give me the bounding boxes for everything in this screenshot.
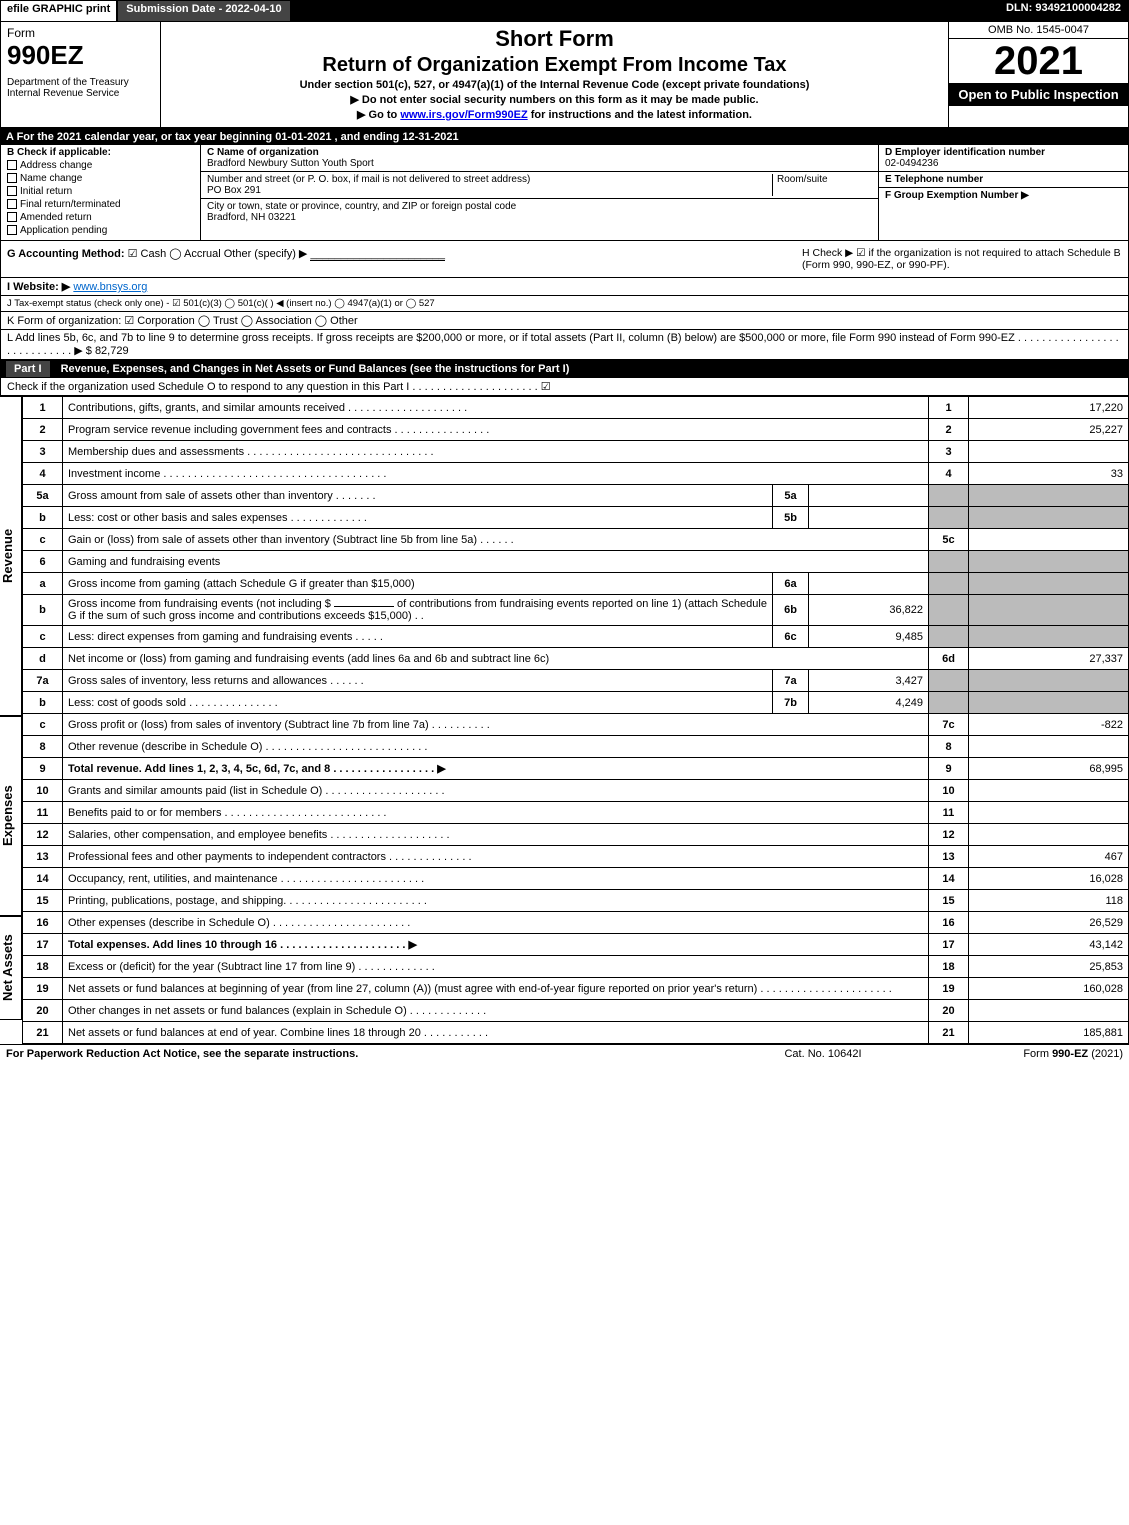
goto-pre: ▶ Go to (357, 109, 400, 121)
line-8: 8Other revenue (describe in Schedule O) … (23, 736, 1129, 758)
line-4: 4Investment income . . . . . . . . . . .… (23, 463, 1129, 485)
tax-year: 2021 (949, 39, 1128, 83)
section-k: K Form of organization: ☑ Corporation ◯ … (0, 312, 1129, 330)
line-5a: 5aGross amount from sale of assets other… (23, 485, 1129, 507)
irs-link[interactable]: www.irs.gov/Form990EZ (400, 109, 527, 121)
line-6: 6Gaming and fundraising events (23, 551, 1129, 573)
checkbox-name-change[interactable]: Name change (7, 173, 194, 184)
form-number: 990EZ (7, 40, 154, 71)
checkbox-final-return[interactable]: Final return/terminated (7, 199, 194, 210)
section-i: I Website: ▶ www.bnsys.org (0, 278, 1129, 296)
f-group-label: F Group Exemption Number ▶ (885, 190, 1029, 201)
g-label: G Accounting Method: (7, 248, 125, 260)
table-container: Revenue Expenses Net Assets 1Contributio… (0, 396, 1129, 1044)
line-6d: dNet income or (loss) from gaming and fu… (23, 648, 1129, 670)
line-21: 21Net assets or fund balances at end of … (23, 1022, 1129, 1044)
footer-right: Form 990-EZ (2021) (923, 1048, 1123, 1060)
org-name: Bradford Newbury Sutton Youth Sport (207, 158, 374, 169)
top-bar: efile GRAPHIC print Submission Date - 20… (0, 0, 1129, 22)
subtitle-ssn-warning: ▶ Do not enter social security numbers o… (167, 93, 942, 106)
checkbox-address-change[interactable]: Address change (7, 160, 194, 171)
checkbox-application-pending[interactable]: Application pending (7, 225, 194, 236)
line-6b: bGross income from fundraising events (n… (23, 595, 1129, 626)
line-5b: bLess: cost or other basis and sales exp… (23, 507, 1129, 529)
org-city: Bradford, NH 03221 (207, 212, 296, 223)
checkbox-amended-return[interactable]: Amended return (7, 212, 194, 223)
side-netassets: Net Assets (0, 916, 22, 1020)
line-6a: aGross income from gaming (attach Schedu… (23, 573, 1129, 595)
org-address: PO Box 291 (207, 185, 261, 196)
footer-left: For Paperwork Reduction Act Notice, see … (6, 1048, 723, 1060)
part1-header: Part I Revenue, Expenses, and Changes in… (0, 360, 1129, 378)
line-14: 14Occupancy, rent, utilities, and mainte… (23, 868, 1129, 890)
line-12: 12Salaries, other compensation, and empl… (23, 824, 1129, 846)
subtitle-goto: ▶ Go to www.irs.gov/Form990EZ for instru… (167, 108, 942, 121)
line-10: 10Grants and similar amounts paid (list … (23, 780, 1129, 802)
omb-number: OMB No. 1545-0047 (949, 22, 1128, 39)
side-expenses: Expenses (0, 716, 22, 916)
e-phone-label: E Telephone number (885, 174, 983, 185)
title-short-form: Short Form (167, 26, 942, 52)
part1-title: Revenue, Expenses, and Changes in Net As… (61, 363, 570, 375)
line-6c: cLess: direct expenses from gaming and f… (23, 626, 1129, 648)
side-revenue: Revenue (0, 396, 22, 716)
section-gh: G Accounting Method: ☑ Cash ◯ Accrual Ot… (0, 241, 1129, 278)
line-7c: cGross profit or (loss) from sales of in… (23, 714, 1129, 736)
room-suite-label: Room/suite (777, 174, 828, 185)
line-20: 20Other changes in net assets or fund ba… (23, 1000, 1129, 1022)
g-other-line[interactable]: ______________________ (310, 248, 445, 261)
b-label: B Check if applicable: (7, 147, 194, 158)
line-16: 16Other expenses (describe in Schedule O… (23, 912, 1129, 934)
lines-table: 1Contributions, gifts, grants, and simil… (22, 396, 1129, 1044)
line-9: 9Total revenue. Add lines 1, 2, 3, 4, 5c… (23, 758, 1129, 780)
d-ein-label: D Employer identification number (885, 147, 1045, 158)
i-label: I Website: ▶ (7, 281, 70, 293)
line-13: 13Professional fees and other payments t… (23, 846, 1129, 868)
line-15: 15Printing, publications, postage, and s… (23, 890, 1129, 912)
line-3: 3Membership dues and assessments . . . .… (23, 441, 1129, 463)
department-label: Department of the Treasury Internal Reve… (7, 77, 154, 99)
c-name-label: C Name of organization (207, 147, 319, 158)
section-l: L Add lines 5b, 6c, and 7b to line 9 to … (0, 330, 1129, 360)
line-1: 1Contributions, gifts, grants, and simil… (23, 397, 1129, 419)
title-return: Return of Organization Exempt From Incom… (167, 54, 942, 77)
goto-post: for instructions and the latest informat… (528, 109, 752, 121)
ein-value: 02-0494236 (885, 158, 938, 169)
form-word: Form (7, 26, 154, 40)
h-text: H Check ▶ ☑ if the organization is not r… (802, 247, 1121, 271)
g-options: ☑ Cash ◯ Accrual Other (specify) ▶ (128, 248, 308, 260)
section-a-taxyear: A For the 2021 calendar year, or tax yea… (0, 128, 1129, 145)
l-text: L Add lines 5b, 6c, and 7b to line 9 to … (7, 332, 1119, 357)
line-2: 2Program service revenue including gover… (23, 419, 1129, 441)
page-footer: For Paperwork Reduction Act Notice, see … (0, 1044, 1129, 1063)
open-inspection: Open to Public Inspection (949, 83, 1128, 106)
section-bcdef: B Check if applicable: Address change Na… (0, 145, 1129, 241)
line-11: 11Benefits paid to or for members . . . … (23, 802, 1129, 824)
l-value: 82,729 (95, 345, 129, 357)
line-19: 19Net assets or fund balances at beginni… (23, 978, 1129, 1000)
line-7b: bLess: cost of goods sold . . . . . . . … (23, 692, 1129, 714)
c-addr-label: Number and street (or P. O. box, if mail… (207, 174, 530, 185)
line-7a: 7aGross sales of inventory, less returns… (23, 670, 1129, 692)
submission-date: Submission Date - 2022-04-10 (117, 0, 290, 22)
part1-check: Check if the organization used Schedule … (0, 378, 1129, 396)
website-link[interactable]: www.bnsys.org (73, 281, 147, 293)
checkbox-initial-return[interactable]: Initial return (7, 186, 194, 197)
section-j: J Tax-exempt status (check only one) - ☑… (0, 296, 1129, 312)
line-18: 18Excess or (deficit) for the year (Subt… (23, 956, 1129, 978)
c-city-label: City or town, state or province, country… (207, 201, 516, 212)
line-5c: cGain or (loss) from sale of assets othe… (23, 529, 1129, 551)
line-17: 17Total expenses. Add lines 10 through 1… (23, 934, 1129, 956)
footer-center: Cat. No. 10642I (723, 1048, 923, 1060)
efile-print-label[interactable]: efile GRAPHIC print (0, 0, 117, 22)
subtitle-section: Under section 501(c), 527, or 4947(a)(1)… (167, 79, 942, 91)
part1-tag: Part I (6, 361, 50, 377)
dln-label: DLN: 93492100004282 (998, 0, 1129, 22)
form-header: Form 990EZ Department of the Treasury In… (0, 22, 1129, 128)
